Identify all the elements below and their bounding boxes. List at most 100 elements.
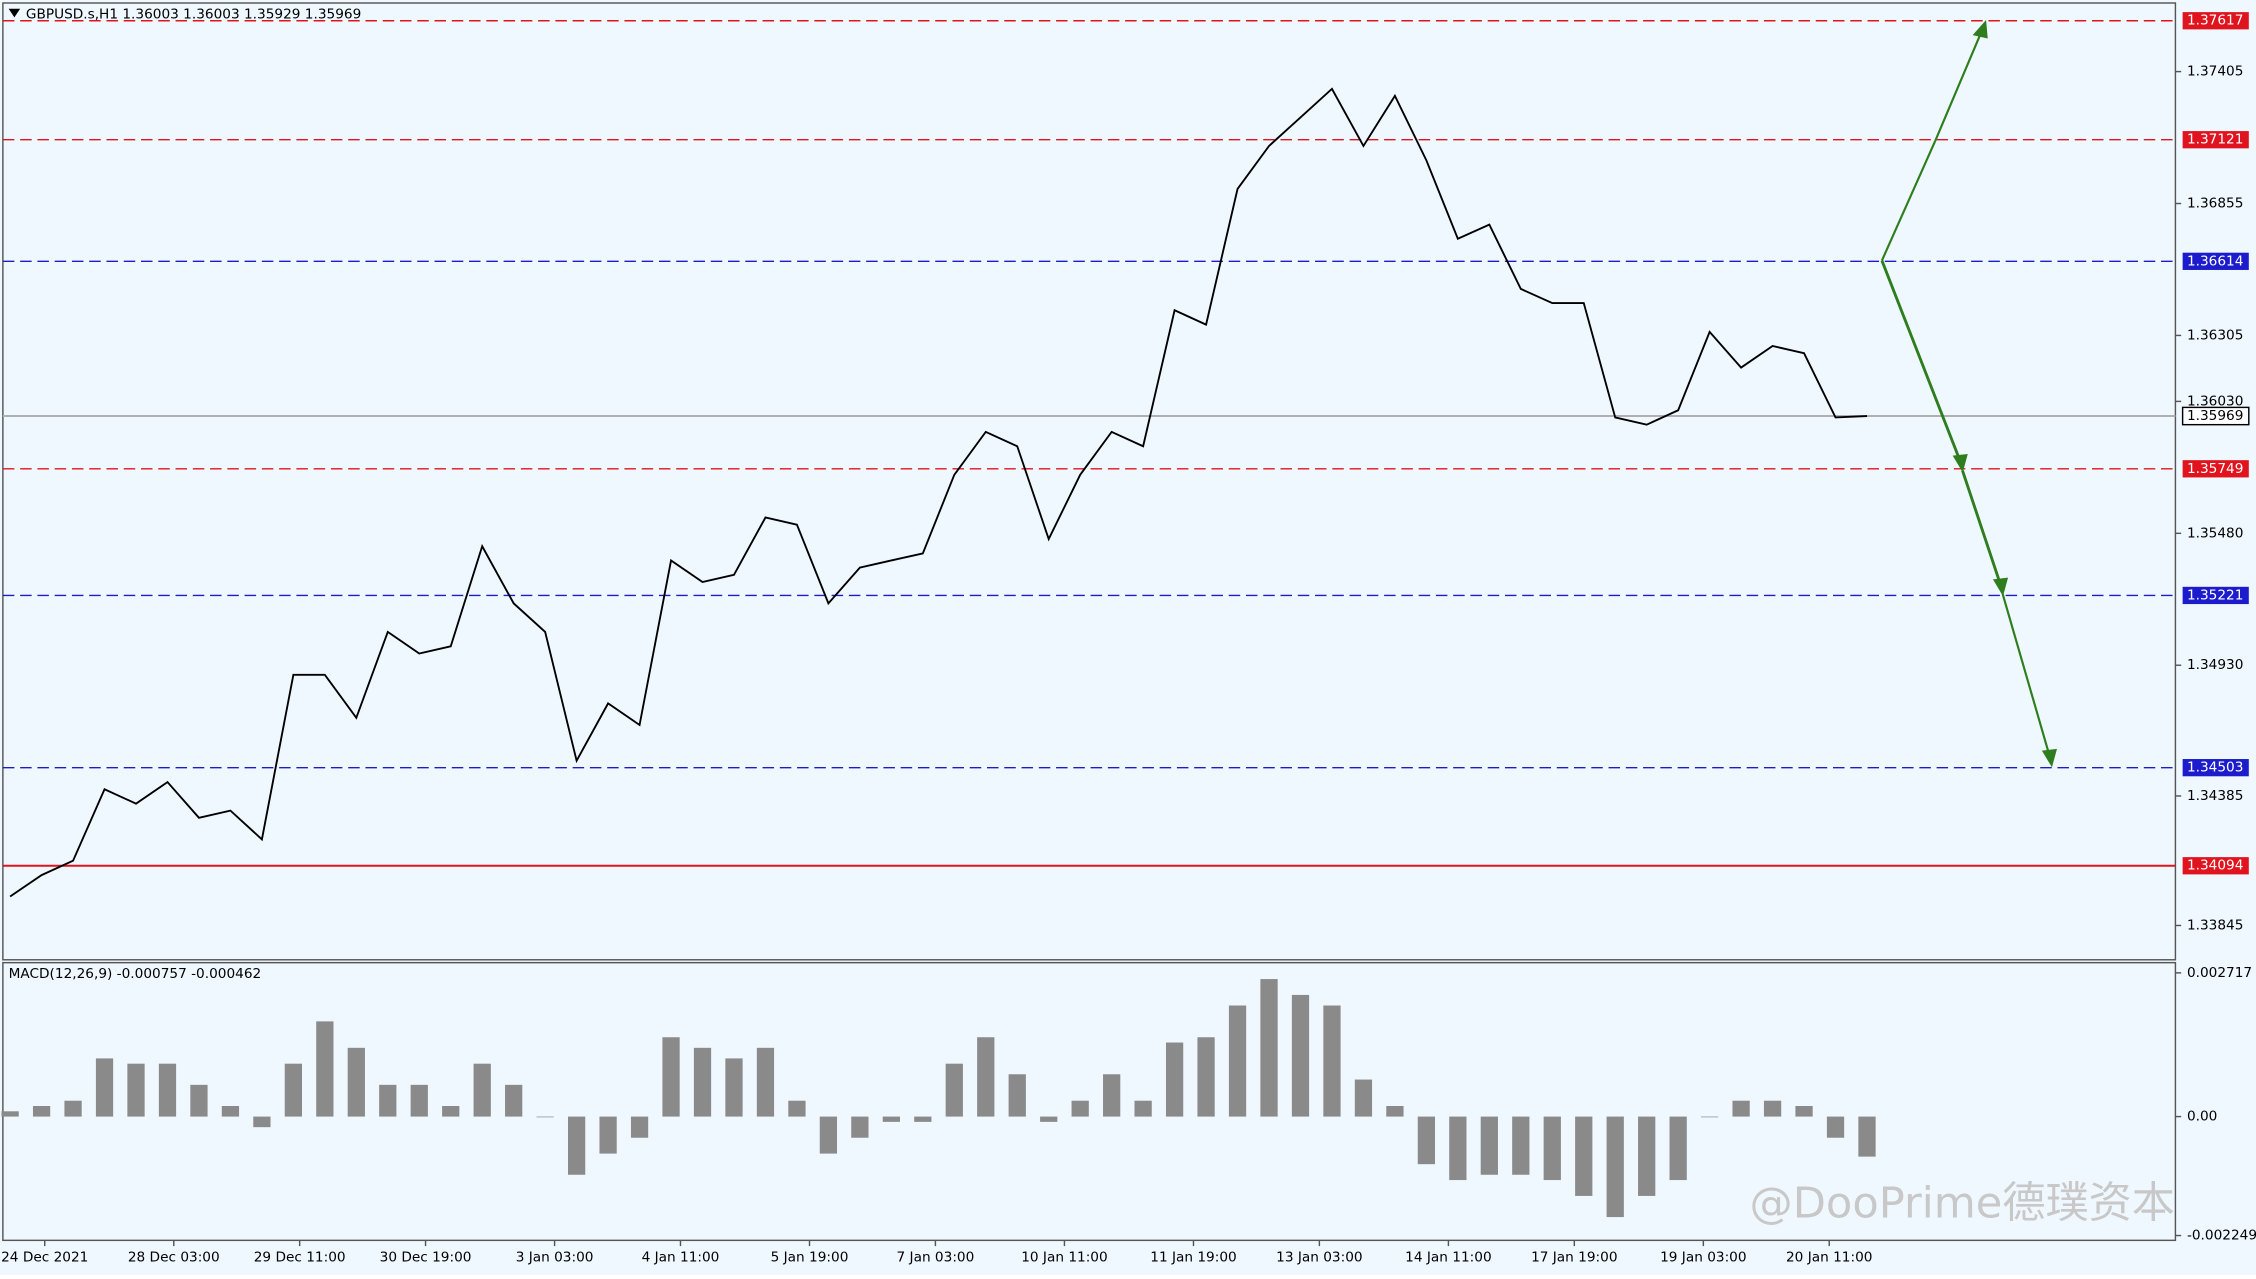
level-label: 1.34503 <box>2187 760 2243 776</box>
macd-bar <box>1165 1042 1184 1117</box>
macd-bar <box>1795 1106 1813 1117</box>
level-tag <box>2181 406 2250 426</box>
macd-bar <box>127 1063 145 1117</box>
level-tag <box>2182 857 2249 875</box>
macd-bar <box>1449 1116 1467 1181</box>
x-tick-label: 7 Jan 03:00 <box>897 1250 975 1266</box>
macd-bar <box>1480 1116 1498 1175</box>
level-label: 1.37617 <box>2187 13 2243 29</box>
y-tick-label: 1.36030 <box>2187 393 2243 409</box>
arrow-head <box>1992 577 2009 597</box>
macd-bar <box>1323 1005 1341 1117</box>
macd-bar <box>1543 1116 1561 1181</box>
macd-bar <box>1826 1116 1845 1138</box>
y-tick-label: 1.33845 <box>2187 917 2243 933</box>
macd-bar <box>1134 1100 1152 1117</box>
y-tick-label: 0.00 <box>2187 1109 2217 1125</box>
macd-bar <box>158 1063 177 1117</box>
level-tag <box>2182 460 2249 478</box>
macd-bar <box>221 1106 240 1117</box>
x-tick-label: 13 Jan 03:00 <box>1276 1250 1362 1266</box>
arrow <box>1961 470 2003 588</box>
arrow <box>1880 140 1937 261</box>
level-label: 1.34094 <box>2187 858 2243 874</box>
macd-bar <box>95 1058 114 1117</box>
macd-bar <box>1575 1116 1593 1196</box>
macd-bar <box>756 1047 775 1117</box>
x-tick-label: 11 Jan 19:00 <box>1150 1250 1236 1266</box>
y-tick-label: 1.36855 <box>2187 196 2243 212</box>
macd-bar <box>1071 1100 1089 1117</box>
x-tick-label: 17 Jan 19:00 <box>1531 1250 1617 1266</box>
price-line <box>9 87 1868 898</box>
x-tick-label: 20 Jan 11:00 <box>1786 1250 1872 1266</box>
macd-bar <box>788 1100 806 1117</box>
forecast-arrows <box>1880 19 2057 768</box>
macd-bar <box>693 1047 712 1117</box>
x-tick-label: 30 Dec 19:00 <box>380 1250 472 1266</box>
level-label: 1.35969 <box>2187 408 2243 424</box>
macd-bar <box>1417 1116 1436 1165</box>
y-tick-label: -0.002249 <box>2187 1228 2256 1244</box>
macd-bar <box>379 1084 397 1117</box>
level-tag <box>2182 131 2249 149</box>
level-tag <box>2182 12 2249 30</box>
macd-pane <box>2 961 2177 1242</box>
main-pane <box>2 2 2177 961</box>
x-tick-label: 10 Jan 11:00 <box>1021 1250 1107 1266</box>
arrow <box>1880 260 1963 464</box>
macd-bar <box>882 1116 900 1122</box>
arrow <box>2001 594 2052 759</box>
y-tick-label: 1.37405 <box>2187 64 2243 80</box>
level-tag <box>2182 586 2249 605</box>
macd-bar <box>1 1111 19 1117</box>
x-tick-label: 4 Jan 11:00 <box>642 1250 720 1266</box>
macd-bar <box>662 1037 680 1117</box>
macd-bar <box>536 1116 554 1118</box>
macd-bar <box>819 1116 838 1154</box>
macd-bar <box>567 1116 586 1175</box>
macd-bar <box>1008 1074 1026 1117</box>
macd-title: MACD(12,26,9) -0.000757 -0.000462 <box>9 966 262 982</box>
macd-bar <box>1606 1116 1624 1218</box>
macd-bar <box>945 1063 963 1117</box>
macd-bar <box>253 1116 271 1128</box>
x-tick-label: 28 Dec 03:00 <box>128 1250 220 1266</box>
title-marker <box>8 8 21 18</box>
level-label: 1.36614 <box>2187 253 2243 269</box>
macd-bar <box>1260 979 1278 1117</box>
arrow-head <box>1952 453 1968 473</box>
macd-bar <box>599 1116 617 1154</box>
macd-bar <box>977 1037 995 1117</box>
macd-bar <box>1103 1074 1121 1117</box>
macd-bar <box>505 1084 523 1117</box>
x-tick-label: 24 Dec 2021 <box>1 1250 88 1266</box>
arrow-head <box>2041 748 2057 768</box>
level-label: 1.37121 <box>2187 132 2243 148</box>
y-tick-label: 1.35480 <box>2187 525 2243 541</box>
macd-bar <box>1858 1116 1876 1157</box>
x-tick-label: 5 Jan 19:00 <box>771 1250 849 1266</box>
macd-bar <box>1197 1037 1215 1117</box>
y-tick-label: 1.36305 <box>2187 327 2243 343</box>
x-tick-label: 19 Jan 03:00 <box>1660 1250 1746 1266</box>
x-tick-label: 14 Jan 11:00 <box>1405 1250 1491 1266</box>
macd-bar <box>190 1084 208 1117</box>
y-tick-label: 1.34930 <box>2187 657 2243 673</box>
macd-bar <box>851 1116 869 1138</box>
macd-bar <box>1701 1116 1719 1118</box>
arrow <box>1934 28 1984 142</box>
macd-bar <box>630 1116 649 1138</box>
level-tag <box>2182 759 2249 777</box>
watermark: @DooPrime德璞资本 <box>1750 1178 2175 1228</box>
macd-bar <box>64 1100 82 1117</box>
level-label: 1.35749 <box>2187 461 2243 477</box>
macd-bar <box>1040 1116 1058 1122</box>
macd-bar <box>1386 1106 1404 1117</box>
y-tick-label: 0.002717 <box>2187 965 2252 981</box>
chart-title: GBPUSD.s,H1 1.36003 1.36003 1.35929 1.35… <box>26 7 361 23</box>
macd-bar <box>1228 1005 1247 1117</box>
macd-bar <box>410 1084 428 1117</box>
